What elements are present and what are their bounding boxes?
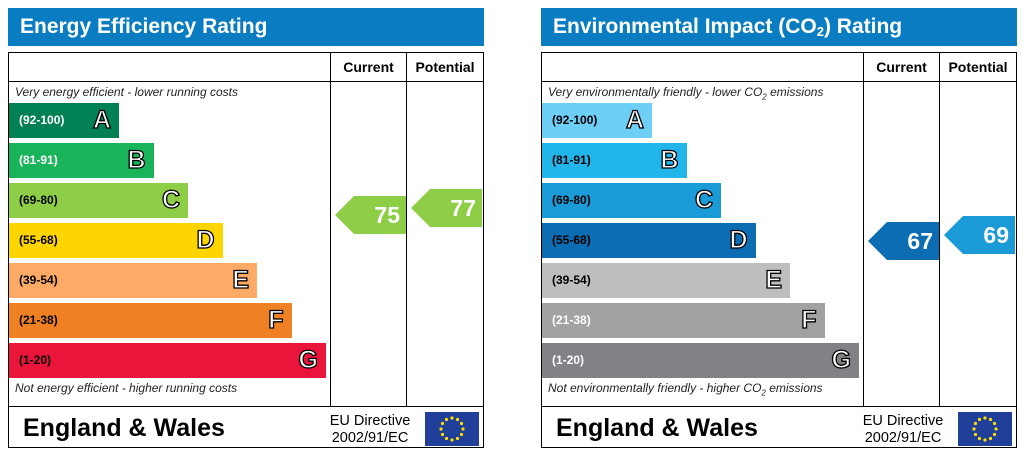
rating-chart-box: Current Potential Very energy efficient … — [8, 52, 484, 448]
band-g: (1-20) G — [9, 343, 326, 378]
band-range-label: (39-54) — [19, 273, 58, 287]
panel-title: Energy Efficiency Rating — [8, 8, 484, 46]
top-caption: Very energy efficient - lower running co… — [15, 85, 238, 99]
eu-directive: EU Directive 2002/91/EC — [852, 413, 954, 447]
current-rating-arrow: 75 — [335, 196, 406, 234]
band-range-label: (55-68) — [19, 233, 58, 247]
band-c: (69-80) C — [542, 183, 721, 218]
band-range-label: (69-80) — [19, 193, 58, 207]
band-b: (81-91) B — [542, 143, 687, 178]
eu-flag-icon — [958, 412, 1012, 446]
rating-value: 67 — [907, 228, 933, 254]
band-letter: A — [625, 105, 644, 134]
rating-value: 69 — [983, 222, 1009, 248]
directive-line-2: 2002/91/EC — [331, 430, 409, 446]
potential-rating-arrow: 77 — [411, 189, 482, 227]
band-range-label: (1-20) — [19, 353, 52, 367]
band-letter: C — [161, 185, 180, 214]
band-c: (69-80) C — [9, 183, 188, 218]
column-current-header: Current — [876, 59, 927, 75]
band-letter: G — [831, 345, 852, 374]
bottom-caption: Not energy efficient - higher running co… — [15, 381, 238, 395]
band-range-label: (69-80) — [552, 193, 591, 207]
rating-value: 75 — [374, 202, 400, 228]
band-range-label: (55-68) — [552, 233, 591, 247]
energy-efficiency-panel: Energy Efficiency Rating Current Potenti… — [8, 8, 484, 448]
directive-line-1: EU Directive — [862, 413, 944, 429]
band-d: (55-68) D — [9, 223, 223, 258]
band-letter: E — [232, 265, 250, 294]
band-range-label: (81-91) — [552, 153, 591, 167]
panel-title: Environmental Impact (CO2) Rating — [541, 8, 1017, 46]
band-letter: E — [765, 265, 783, 294]
region-label: England & Wales — [23, 414, 225, 442]
column-current-header: Current — [343, 59, 394, 75]
current-rating-arrow: 67 — [868, 222, 939, 260]
band-a: (92-100) A — [9, 103, 119, 138]
band-range-label: (92-100) — [552, 113, 598, 127]
eu-flag-icon — [425, 412, 479, 446]
column-potential-header: Potential — [415, 59, 475, 75]
band-d: (55-68) D — [542, 223, 756, 258]
directive-line-2: 2002/91/EC — [864, 430, 942, 446]
bottom-caption: Not environmentally friendly - higher CO… — [548, 381, 823, 398]
environmental-impact-panel: Environmental Impact (CO2) Rating Curren… — [541, 8, 1017, 448]
band-range-label: (21-38) — [552, 313, 591, 327]
band-range-label: (21-38) — [19, 313, 58, 327]
band-letter: B — [660, 145, 679, 174]
potential-rating-arrow: 69 — [944, 216, 1015, 254]
band-e: (39-54) E — [542, 263, 790, 298]
band-f: (21-38) F — [9, 303, 292, 338]
band-f: (21-38) F — [542, 303, 825, 338]
band-letter: A — [92, 105, 111, 134]
rating-value: 77 — [450, 195, 476, 221]
eu-directive: EU Directive 2002/91/EC — [319, 413, 421, 447]
rating-chart-box: Current Potential Very environmentally f… — [541, 52, 1017, 448]
band-e: (39-54) E — [9, 263, 257, 298]
region-label: England & Wales — [556, 414, 758, 442]
band-b: (81-91) B — [9, 143, 154, 178]
band-range-label: (1-20) — [552, 353, 585, 367]
band-range-label: (92-100) — [19, 113, 65, 127]
band-letter: D — [729, 225, 748, 254]
band-g: (1-20) G — [542, 343, 859, 378]
band-letter: D — [196, 225, 215, 254]
band-letter: B — [127, 145, 146, 174]
band-range-label: (81-91) — [19, 153, 58, 167]
column-potential-header: Potential — [948, 59, 1008, 75]
band-range-label: (39-54) — [552, 273, 591, 287]
band-letter: F — [801, 305, 818, 334]
band-letter: F — [268, 305, 285, 334]
top-caption: Very environmentally friendly - lower CO… — [548, 85, 824, 102]
band-a: (92-100) A — [542, 103, 652, 138]
band-letter: G — [298, 345, 319, 374]
directive-line-1: EU Directive — [329, 413, 411, 429]
band-letter: C — [694, 185, 713, 214]
